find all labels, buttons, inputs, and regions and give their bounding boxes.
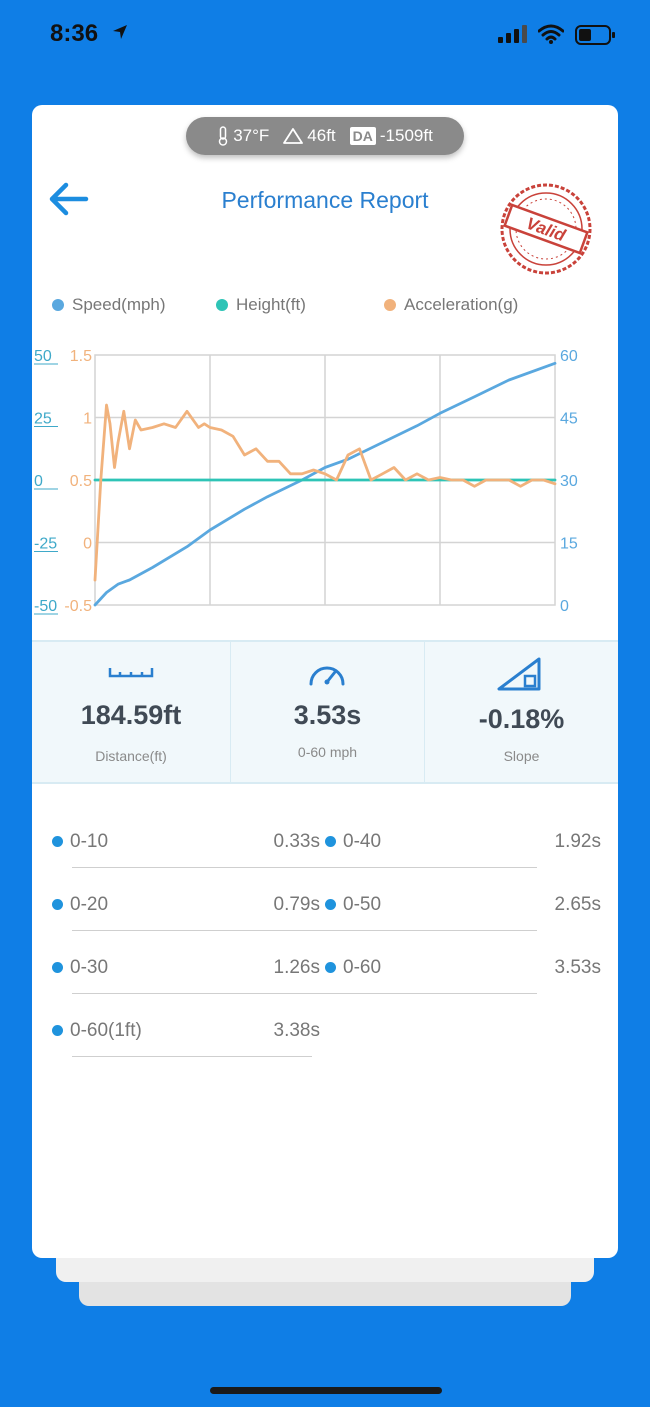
legend-height-label: Height(ft)	[236, 295, 306, 314]
density-altitude-value: -1509ft	[379, 126, 433, 145]
cellular-signal-icon	[498, 25, 527, 43]
bullet-dot	[52, 1025, 63, 1036]
distance-value: 184.59ft	[80, 700, 182, 730]
home-indicator[interactable]	[210, 1387, 442, 1394]
row-divider	[72, 930, 537, 931]
stats-divider	[230, 642, 231, 782]
speed-tick-label: 60	[560, 348, 578, 365]
bullet-dot	[52, 899, 63, 910]
bullet-dot	[325, 836, 336, 847]
zero-sixty-label: 0-60 mph	[297, 744, 358, 760]
distance-label: Distance(ft)	[95, 748, 167, 764]
split-time-label: 0-60	[343, 957, 382, 978]
split-time-row: 0-30 1.26s	[52, 947, 320, 987]
valid-stamp: Valid	[500, 183, 592, 275]
slope-value: -0.18%	[478, 704, 565, 734]
row-divider	[72, 993, 537, 994]
speed-series-line	[93, 361, 557, 607]
environment-pill: 37°F 46ft DA -1509ft	[186, 117, 464, 155]
row-divider	[72, 867, 537, 868]
temperature-value: 37°F	[233, 126, 270, 145]
height-tick-label: 0	[34, 473, 43, 490]
legend-acceleration: Acceleration(g)	[384, 295, 518, 315]
chart-legend: Speed(mph) Height(ft) Acceleration(g)	[52, 295, 612, 319]
zero-sixty-value: 3.53s	[293, 700, 362, 730]
acceleration-tick-label: -0.5	[64, 598, 92, 615]
status-time: 8:36	[50, 20, 99, 47]
split-time-value: 3.53s	[554, 957, 601, 978]
slope-icon	[497, 657, 541, 691]
speedometer-icon	[309, 666, 345, 686]
speed-tick-label: 30	[560, 473, 578, 490]
performance-report-card: 37°F 46ft DA -1509ft Performance Report …	[32, 105, 618, 1258]
page-title: Performance Report	[221, 187, 429, 213]
legend-acceleration-dot	[384, 299, 396, 311]
split-time-label: 0-10	[70, 831, 109, 852]
split-time-value: 1.26s	[273, 957, 320, 978]
legend-height-dot	[216, 299, 228, 311]
temperature-item: 37°F	[217, 126, 269, 146]
split-time-label: 0-40	[343, 831, 382, 852]
split-time-value: 3.38s	[273, 1020, 320, 1041]
bullet-dot	[325, 899, 336, 910]
legend-height: Height(ft)	[216, 295, 306, 315]
split-time-value: 2.65s	[554, 894, 601, 915]
stat-zero-sixty: 3.53s 0-60 mph	[231, 642, 424, 782]
mountain-icon	[283, 128, 304, 144]
slope-label: Slope	[503, 748, 540, 764]
ruler-icon	[108, 668, 154, 678]
split-time-value: 0.33s	[273, 831, 320, 852]
height-tick-label: -25	[34, 536, 57, 553]
split-time-label: 0-50	[343, 894, 382, 915]
density-altitude-item: DA -1509ft	[349, 126, 433, 146]
altitude-item: 46ft	[283, 126, 336, 146]
altitude-value: 46ft	[307, 126, 336, 145]
da-badge: DA	[349, 127, 376, 145]
speed-tick-label: 45	[560, 411, 578, 428]
split-time-row: 0-60 3.53s	[325, 947, 601, 987]
split-time-label: 0-20	[70, 894, 109, 915]
split-time-row: 0-60(1ft) 3.38s	[52, 1010, 320, 1050]
legend-speed: Speed(mph)	[52, 295, 166, 315]
legend-acceleration-label: Acceleration(g)	[404, 295, 519, 314]
stat-slope: -0.18% Slope	[425, 642, 618, 782]
acceleration-series-line	[93, 403, 557, 582]
back-arrow-icon[interactable]	[46, 179, 90, 219]
bullet-dot	[52, 962, 63, 973]
legend-speed-dot	[52, 299, 64, 311]
performance-chart: 50 25 0 -25 -50 1.5 1 0.5 0 -0.5 60 45 30 15 0	[34, 348, 578, 615]
split-time-row: 0-20 0.79s	[52, 884, 320, 924]
height-tick-label: 50	[34, 348, 52, 365]
thermometer-icon	[218, 126, 228, 146]
stat-distance: 184.59ft Distance(ft)	[32, 642, 230, 782]
speed-tick-label: 0	[560, 598, 569, 615]
acceleration-tick-label: 1	[83, 411, 92, 428]
split-time-row: 0-50 2.65s	[325, 884, 601, 924]
bullet-dot	[52, 836, 63, 847]
split-time-label: 0-30	[70, 957, 109, 978]
acceleration-tick-label: 1.5	[70, 348, 92, 365]
split-time-row: 0-10 0.33s	[52, 821, 320, 861]
height-tick-label: 25	[34, 411, 52, 428]
battery-icon	[575, 25, 615, 45]
height-tick-label: -50	[34, 598, 57, 615]
legend-speed-label: Speed(mph)	[72, 295, 166, 314]
acceleration-tick-label: 0	[83, 536, 92, 553]
location-arrow-icon	[113, 25, 127, 39]
stats-divider	[424, 642, 425, 782]
acceleration-tick-label: 0.5	[70, 473, 92, 490]
stats-panel: 184.59ft Distance(ft) 3.53s 0-60 mph -0.…	[32, 640, 618, 784]
speed-tick-label: 15	[560, 536, 578, 553]
split-time-value: 0.79s	[273, 894, 320, 915]
wifi-icon	[538, 24, 564, 44]
split-time-row: 0-40 1.92s	[325, 821, 601, 861]
bullet-dot	[325, 962, 336, 973]
split-time-value: 1.92s	[554, 831, 601, 852]
row-divider	[72, 1056, 312, 1057]
status-bar: 8:36	[0, 0, 650, 70]
split-time-label: 0-60(1ft)	[70, 1020, 142, 1041]
